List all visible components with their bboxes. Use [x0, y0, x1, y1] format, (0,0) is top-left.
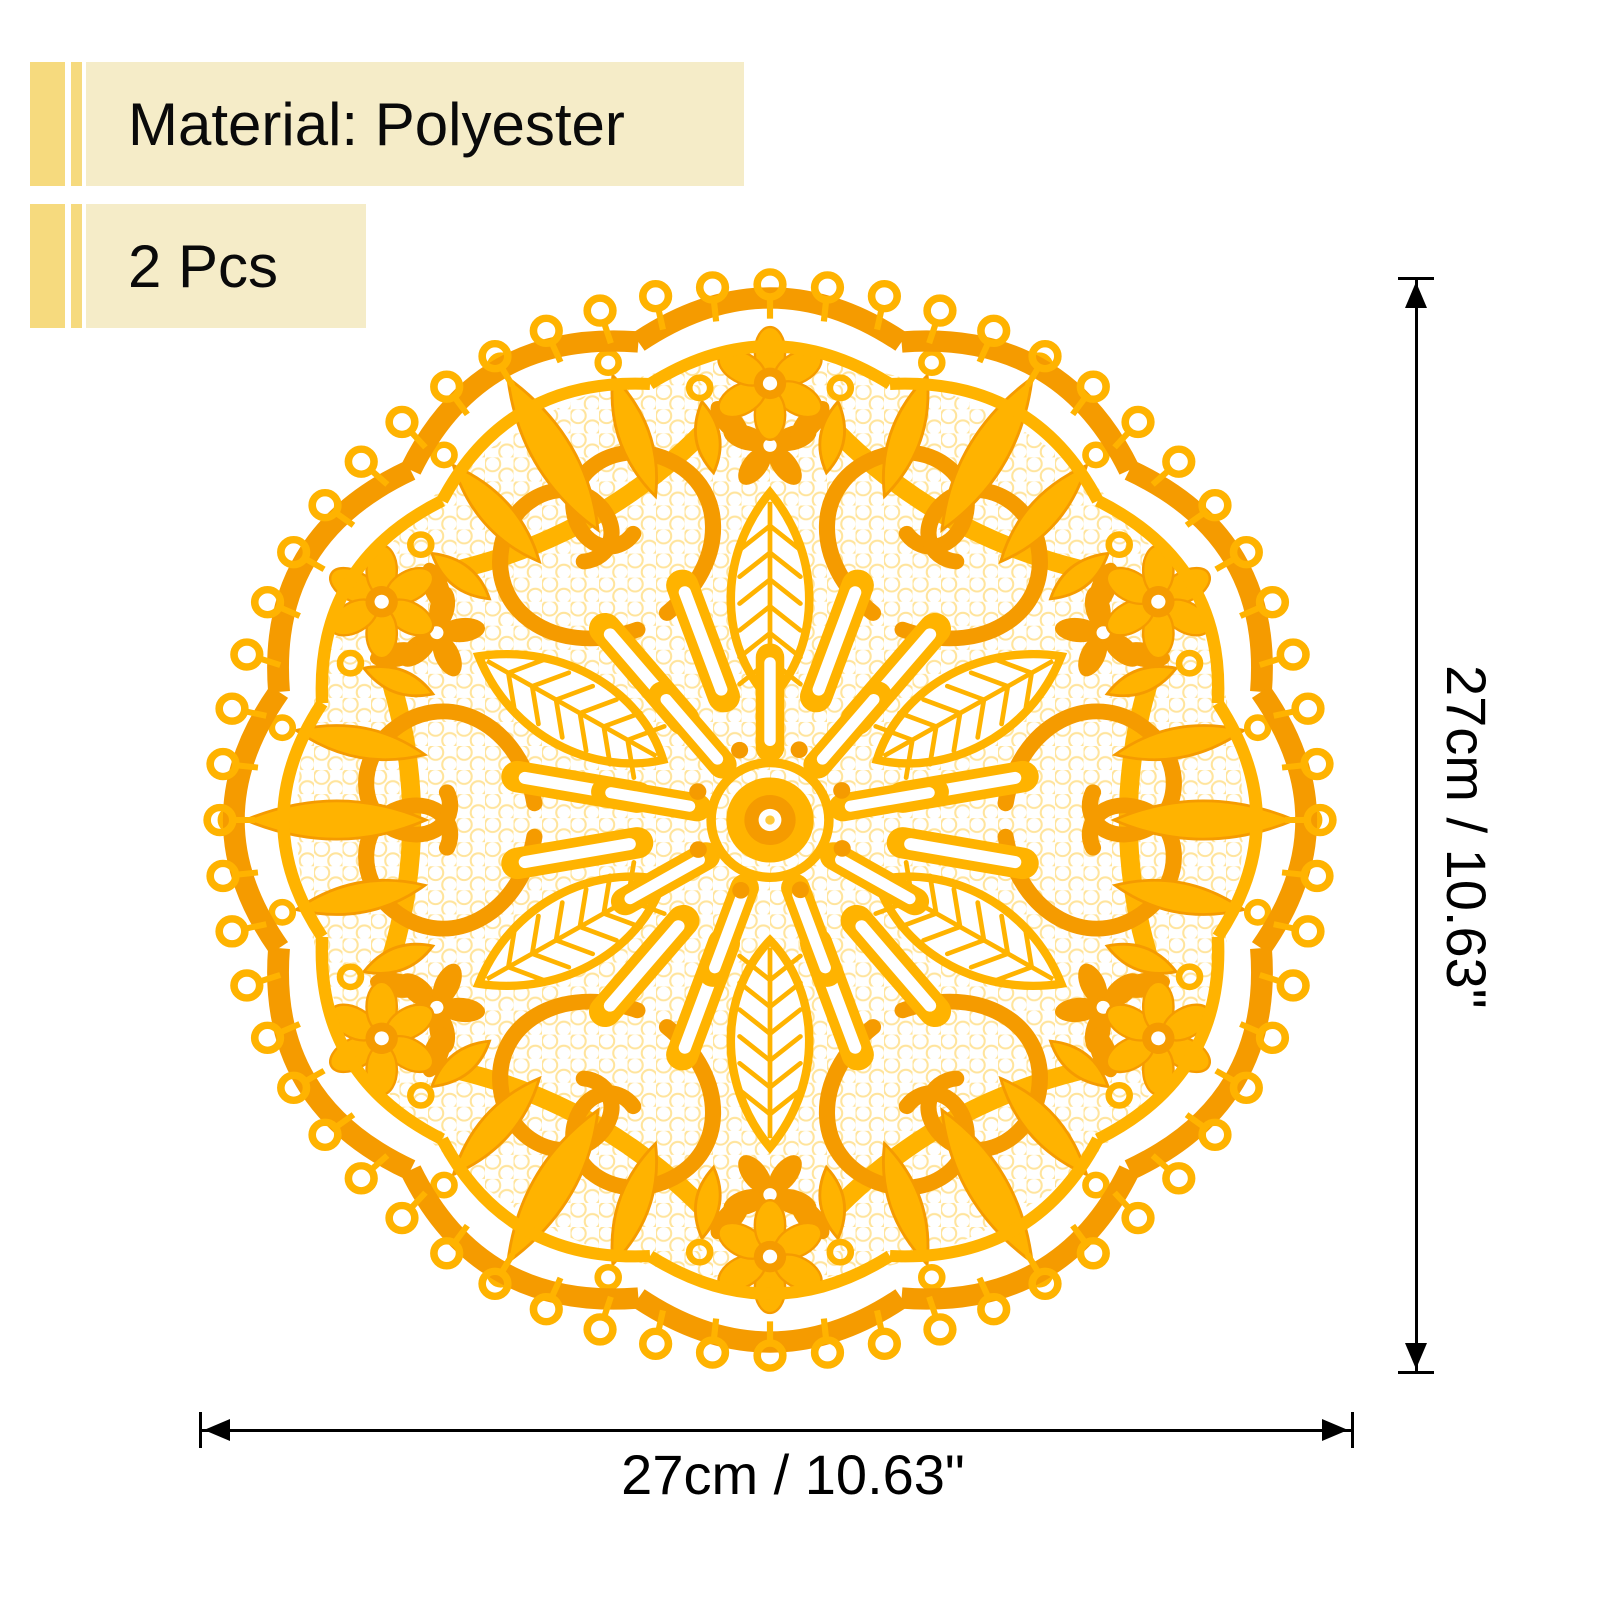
- dimension-arrow-left-icon: [204, 1419, 230, 1441]
- horizontal-dimension-tick-left: [199, 1412, 202, 1448]
- quantity-label: 2 Pcs: [86, 204, 366, 328]
- dimension-arrow-right-icon: [1322, 1419, 1348, 1441]
- material-accent-bar-wide: [30, 62, 65, 186]
- material-label-text: Material: Polyester: [128, 90, 625, 158]
- horizontal-dimension-label: 27cm / 10.63": [621, 1443, 965, 1506]
- horizontal-dimension-line: [201, 1429, 1353, 1432]
- quantity-accent-bar-thin: [71, 204, 82, 328]
- quantity-accent-bar-wide: [30, 204, 65, 328]
- material-accent-bar-thin: [71, 62, 82, 186]
- vertical-dimension-tick-bottom: [1398, 1371, 1434, 1374]
- horizontal-dimension-tick-right: [1351, 1412, 1354, 1448]
- dimension-arrow-down-icon: [1405, 1343, 1427, 1369]
- vertical-dimension-label: 27cm / 10.63": [1435, 665, 1498, 1009]
- doily-lace-graphic: [203, 268, 1337, 1372]
- material-label: Material: Polyester: [86, 62, 744, 186]
- vertical-dimension-line: [1415, 280, 1418, 1371]
- vertical-dimension-tick-top: [1398, 277, 1434, 280]
- dimension-arrow-up-icon: [1405, 282, 1427, 308]
- quantity-label-text: 2 Pcs: [128, 232, 279, 300]
- doily-image: [200, 265, 1340, 1375]
